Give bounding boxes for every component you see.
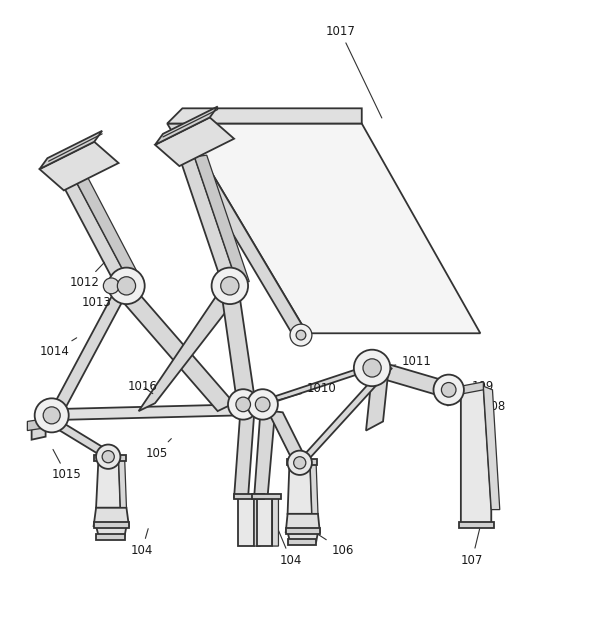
Circle shape: [103, 278, 119, 294]
Circle shape: [247, 389, 278, 419]
Circle shape: [212, 268, 248, 304]
Text: 1014: 1014: [40, 338, 77, 358]
Circle shape: [434, 374, 464, 405]
Circle shape: [96, 444, 120, 469]
Text: 105: 105: [146, 439, 171, 459]
Polygon shape: [111, 280, 126, 291]
Polygon shape: [234, 414, 254, 497]
Polygon shape: [254, 414, 275, 497]
Polygon shape: [257, 497, 272, 546]
Polygon shape: [272, 495, 278, 546]
Polygon shape: [483, 386, 500, 510]
Circle shape: [354, 349, 390, 386]
Text: 1010: 1010: [273, 381, 337, 401]
Polygon shape: [366, 364, 389, 431]
Polygon shape: [119, 458, 126, 508]
Text: 106: 106: [308, 527, 354, 557]
Polygon shape: [286, 514, 320, 532]
Polygon shape: [252, 494, 281, 499]
Polygon shape: [32, 421, 46, 440]
Polygon shape: [179, 157, 237, 283]
Polygon shape: [139, 288, 238, 411]
Polygon shape: [167, 124, 307, 333]
Polygon shape: [288, 464, 312, 514]
Polygon shape: [254, 495, 260, 546]
Text: 104: 104: [131, 529, 153, 557]
Polygon shape: [155, 117, 234, 166]
Polygon shape: [94, 522, 129, 528]
Circle shape: [102, 451, 114, 463]
Text: 1012: 1012: [70, 262, 105, 290]
Polygon shape: [94, 508, 129, 526]
Polygon shape: [50, 424, 116, 455]
Polygon shape: [195, 155, 249, 283]
Polygon shape: [27, 419, 47, 431]
Text: 109: 109: [450, 379, 494, 392]
Polygon shape: [155, 107, 218, 145]
Polygon shape: [117, 288, 234, 411]
Polygon shape: [76, 178, 143, 285]
Polygon shape: [40, 131, 102, 169]
Polygon shape: [372, 359, 449, 398]
Circle shape: [43, 407, 60, 424]
Polygon shape: [288, 532, 318, 542]
Polygon shape: [94, 455, 126, 461]
Polygon shape: [293, 368, 392, 467]
Polygon shape: [459, 522, 494, 528]
Polygon shape: [47, 286, 131, 417]
Polygon shape: [96, 534, 125, 540]
Text: 108: 108: [475, 400, 506, 412]
Circle shape: [296, 330, 306, 340]
Text: 1017: 1017: [325, 24, 382, 118]
Polygon shape: [268, 411, 307, 461]
Circle shape: [441, 383, 456, 397]
Polygon shape: [461, 386, 491, 526]
Circle shape: [363, 359, 381, 377]
Polygon shape: [310, 464, 318, 514]
Circle shape: [35, 398, 69, 432]
Text: 104: 104: [278, 529, 302, 567]
Circle shape: [255, 397, 270, 412]
Polygon shape: [167, 109, 362, 124]
Text: 1016: 1016: [128, 379, 157, 394]
Text: 107: 107: [461, 529, 483, 567]
Circle shape: [228, 389, 258, 419]
Circle shape: [288, 451, 312, 475]
Polygon shape: [447, 390, 463, 406]
Polygon shape: [96, 458, 120, 508]
Polygon shape: [461, 382, 483, 394]
Polygon shape: [287, 459, 317, 466]
Polygon shape: [221, 288, 255, 403]
Polygon shape: [61, 182, 131, 285]
Polygon shape: [234, 494, 264, 499]
Polygon shape: [238, 497, 254, 546]
Polygon shape: [254, 368, 377, 403]
Circle shape: [294, 457, 306, 469]
Circle shape: [117, 276, 136, 295]
Polygon shape: [96, 526, 126, 536]
Circle shape: [290, 324, 312, 346]
Polygon shape: [288, 539, 316, 545]
Polygon shape: [40, 142, 119, 190]
Circle shape: [108, 268, 145, 304]
Polygon shape: [182, 124, 480, 333]
Polygon shape: [286, 528, 320, 534]
Circle shape: [221, 276, 239, 295]
Polygon shape: [47, 404, 240, 420]
Circle shape: [236, 397, 250, 412]
Text: 1011: 1011: [379, 355, 431, 368]
Text: 1015: 1015: [52, 449, 81, 482]
Text: 1013: 1013: [82, 286, 116, 309]
